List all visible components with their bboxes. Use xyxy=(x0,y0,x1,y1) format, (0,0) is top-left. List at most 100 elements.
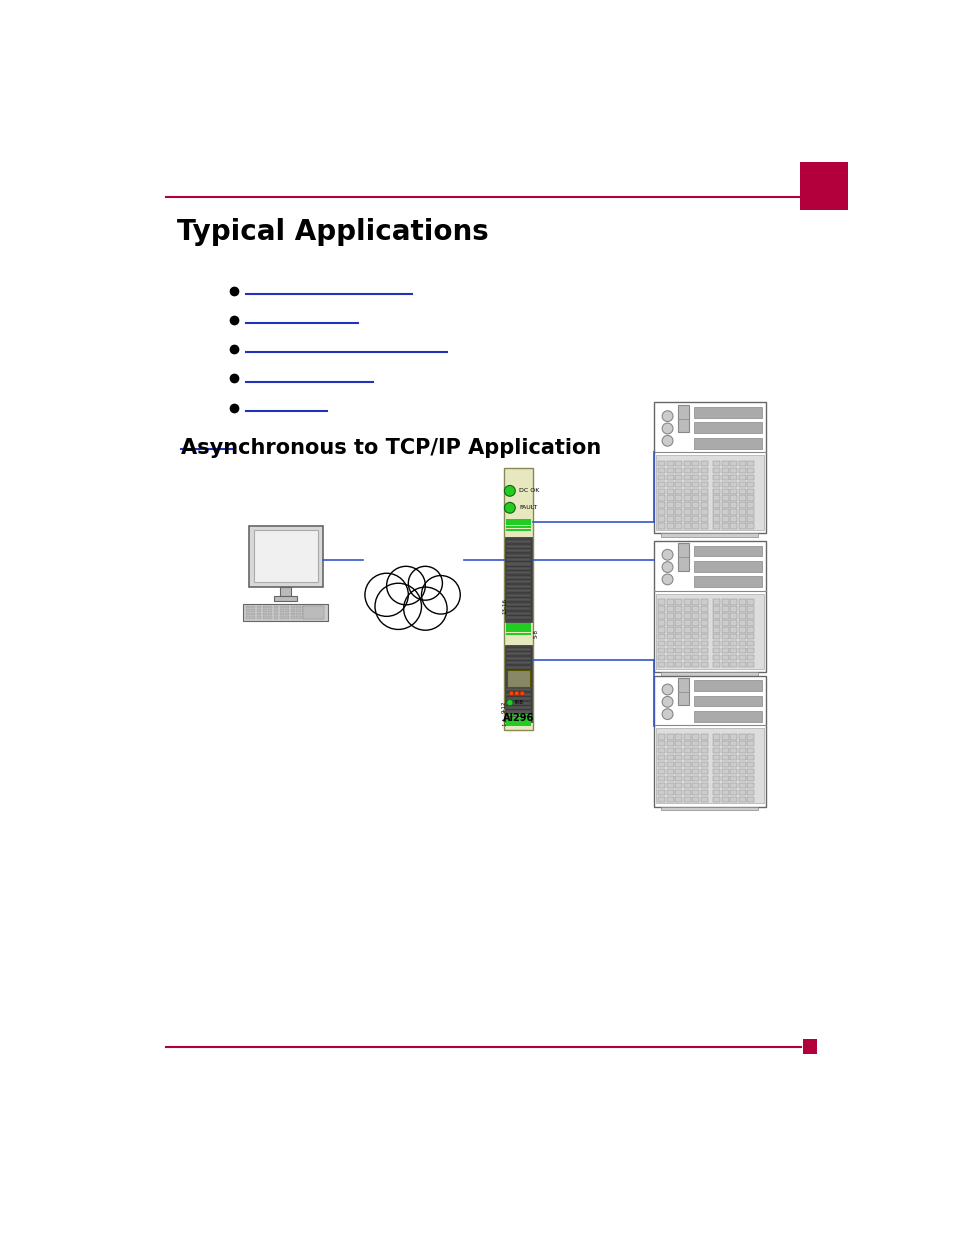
Bar xyxy=(721,620,728,626)
Bar xyxy=(675,482,681,487)
Bar xyxy=(683,606,690,611)
Bar xyxy=(280,587,291,597)
Bar xyxy=(700,783,707,788)
Bar xyxy=(730,468,737,473)
Bar xyxy=(746,524,754,529)
Bar xyxy=(658,789,664,795)
Bar xyxy=(713,748,720,753)
Bar xyxy=(721,482,728,487)
Bar xyxy=(268,609,273,611)
Bar xyxy=(713,489,720,494)
Bar xyxy=(746,620,754,626)
Bar xyxy=(249,526,322,587)
Bar xyxy=(675,620,681,626)
Bar xyxy=(505,666,530,669)
Bar xyxy=(658,516,664,521)
Bar xyxy=(738,783,745,788)
Bar xyxy=(683,516,690,521)
Circle shape xyxy=(386,567,425,605)
Bar xyxy=(666,789,673,795)
Bar xyxy=(692,762,699,767)
Bar xyxy=(666,641,673,646)
Bar xyxy=(675,769,681,774)
Bar xyxy=(279,616,283,619)
Bar xyxy=(713,606,720,611)
Bar xyxy=(738,620,745,626)
Bar xyxy=(658,503,664,508)
Text: 9-12: 9-12 xyxy=(501,700,507,713)
Bar xyxy=(505,701,530,705)
Bar xyxy=(285,609,289,611)
Circle shape xyxy=(421,576,459,614)
Bar xyxy=(253,530,317,583)
Bar xyxy=(675,461,681,466)
Bar xyxy=(675,755,681,761)
Bar xyxy=(505,526,530,527)
Bar xyxy=(658,599,664,605)
Bar xyxy=(738,741,745,746)
Circle shape xyxy=(514,692,518,695)
Bar xyxy=(692,741,699,746)
Bar xyxy=(721,769,728,774)
Bar xyxy=(746,748,754,753)
Bar xyxy=(683,734,690,740)
Bar xyxy=(683,461,690,466)
Bar xyxy=(700,620,707,626)
Text: AI296: AI296 xyxy=(502,713,534,722)
Bar xyxy=(693,546,761,556)
Bar xyxy=(505,567,530,571)
Bar xyxy=(245,616,250,619)
Bar xyxy=(683,599,690,605)
Bar xyxy=(692,662,699,667)
Circle shape xyxy=(661,574,672,585)
Bar xyxy=(308,606,312,609)
Bar xyxy=(713,734,720,740)
Bar xyxy=(692,627,699,632)
Bar xyxy=(319,609,323,611)
Bar xyxy=(730,797,737,802)
Bar xyxy=(721,776,728,782)
Bar xyxy=(692,482,699,487)
Bar xyxy=(730,614,737,619)
Bar xyxy=(692,641,699,646)
Bar xyxy=(730,662,737,667)
Bar xyxy=(505,684,530,687)
Bar xyxy=(262,609,267,611)
Bar xyxy=(693,561,761,572)
Bar xyxy=(256,606,261,609)
Bar xyxy=(730,776,737,782)
Bar xyxy=(675,474,681,480)
Bar xyxy=(738,755,745,761)
Bar xyxy=(658,734,664,740)
Bar xyxy=(746,769,754,774)
Bar xyxy=(653,403,765,534)
Bar xyxy=(713,495,720,501)
Bar xyxy=(675,662,681,667)
Bar xyxy=(746,789,754,795)
Bar xyxy=(656,594,762,668)
Bar xyxy=(692,634,699,640)
Bar xyxy=(251,606,255,609)
Bar xyxy=(505,537,531,621)
Bar xyxy=(700,599,707,605)
Bar xyxy=(683,776,690,782)
Circle shape xyxy=(661,562,672,573)
Bar xyxy=(653,541,765,672)
Text: 1-4: 1-4 xyxy=(501,718,507,726)
Bar xyxy=(721,524,728,529)
Bar xyxy=(721,641,728,646)
Bar xyxy=(658,776,664,782)
Bar xyxy=(505,545,530,547)
Bar xyxy=(658,797,664,802)
Bar xyxy=(658,620,664,626)
Bar xyxy=(721,516,728,521)
Bar xyxy=(721,797,728,802)
Bar xyxy=(683,741,690,746)
Bar xyxy=(802,1039,816,1055)
Bar xyxy=(675,762,681,767)
Bar xyxy=(314,606,317,609)
Bar xyxy=(700,482,707,487)
Bar xyxy=(730,524,737,529)
Bar xyxy=(666,468,673,473)
Bar xyxy=(721,755,728,761)
